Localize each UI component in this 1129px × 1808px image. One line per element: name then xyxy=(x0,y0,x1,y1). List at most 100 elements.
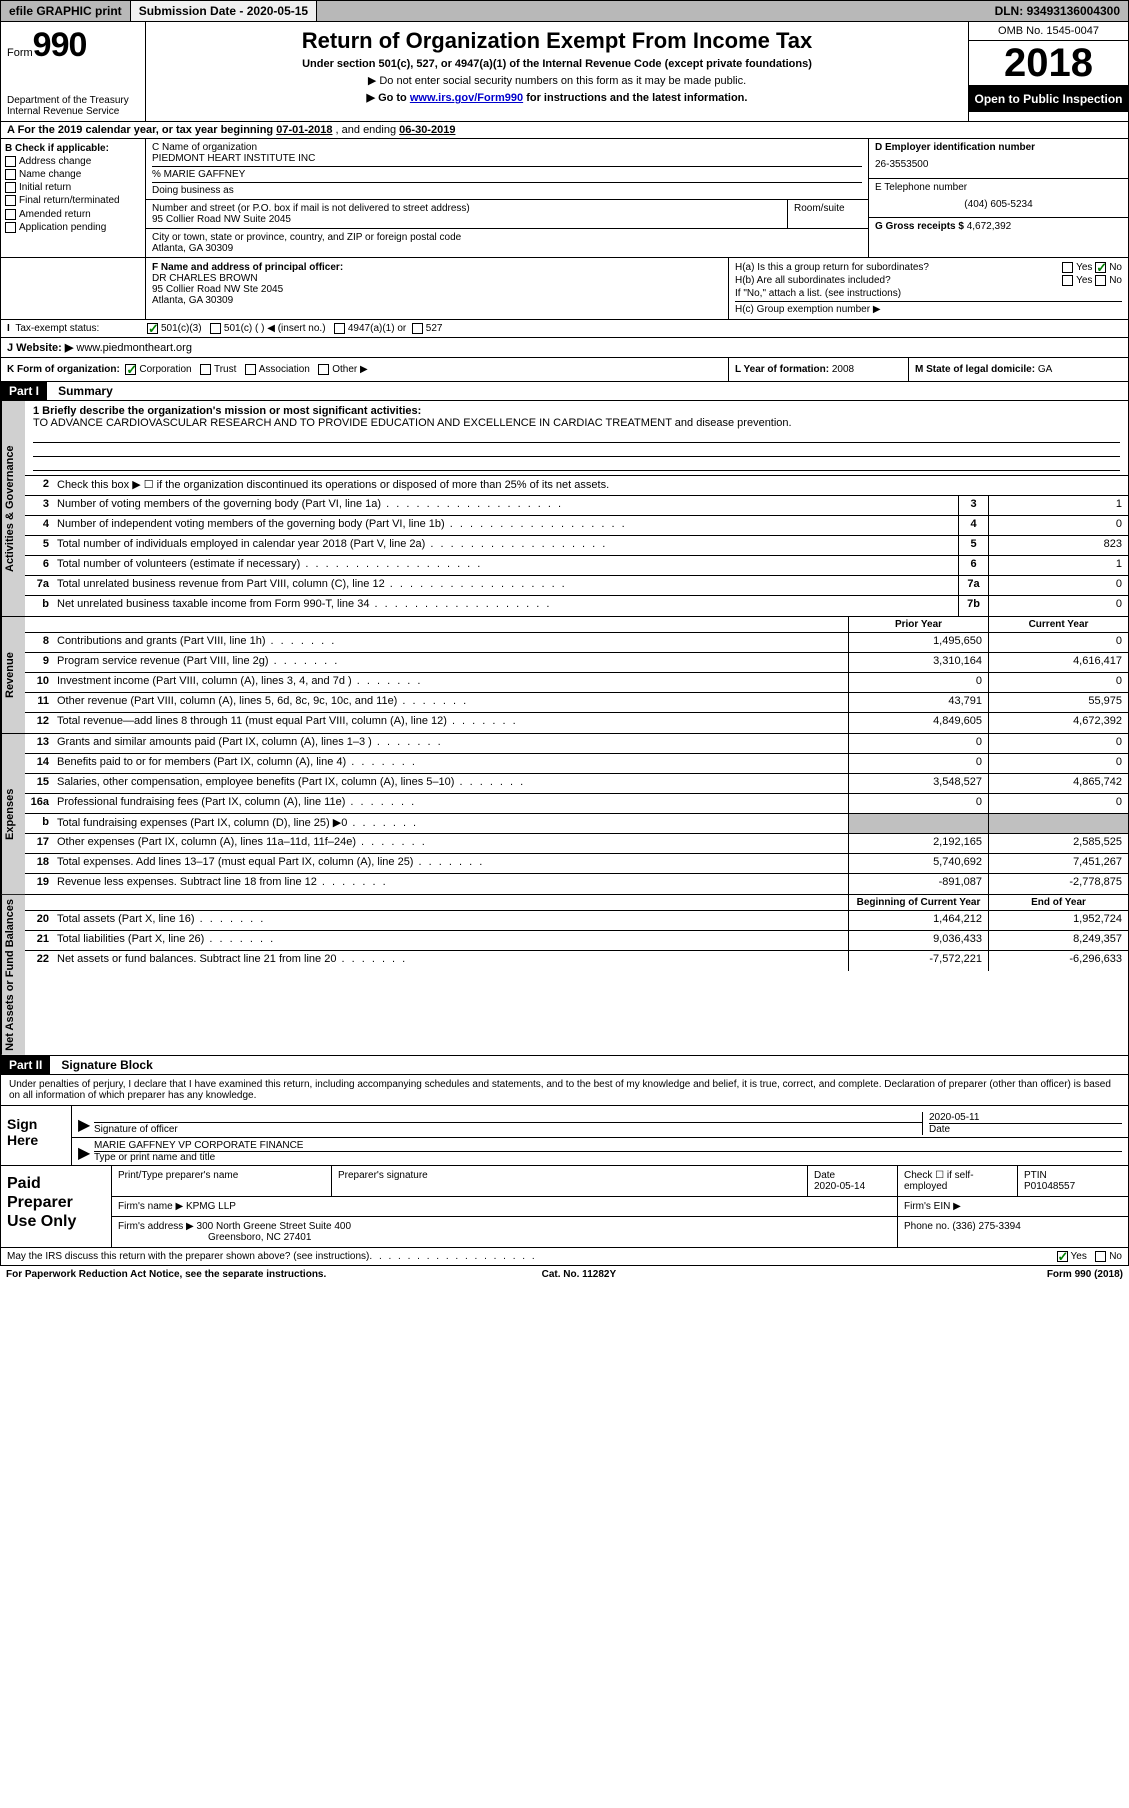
irs-link[interactable]: www.irs.gov/Form990 xyxy=(410,92,523,104)
form-title: Return of Organization Exempt From Incom… xyxy=(156,28,958,54)
chk-4947[interactable] xyxy=(334,323,345,334)
cat-no: Cat. No. 11282Y xyxy=(542,1269,616,1280)
summary-line: 9Program service revenue (Part VIII, lin… xyxy=(25,653,1128,673)
part1-header: Part I Summary xyxy=(0,382,1129,401)
revenue-section: Revenue Prior Year Current Year 8Contrib… xyxy=(0,617,1129,734)
boy-hdr: Beginning of Current Year xyxy=(848,895,988,910)
submission-date: Submission Date - 2020-05-15 xyxy=(131,1,317,21)
net-assets-section: Net Assets or Fund Balances Beginning of… xyxy=(0,895,1129,1056)
prep-date: 2020-05-14 xyxy=(814,1181,891,1192)
form-number: Form990 xyxy=(7,26,139,65)
care-of: % MARIE GAFFNEY xyxy=(152,166,862,180)
officer-group-section: F Name and address of principal officer:… xyxy=(0,258,1129,320)
prep-sig-label: Preparer's signature xyxy=(332,1166,808,1196)
mission-block: 1 Briefly describe the organization's mi… xyxy=(25,401,1128,476)
chk-address-change[interactable]: Address change xyxy=(5,156,141,167)
chk-501c3[interactable] xyxy=(147,323,158,334)
summary-line: 3Number of voting members of the governi… xyxy=(25,496,1128,516)
vtab-governance: Activities & Governance xyxy=(1,401,25,616)
omb-number: OMB No. 1545-0047 xyxy=(969,22,1128,41)
box-c: C Name of organization PIEDMONT HEART IN… xyxy=(146,139,868,257)
vtab-net-assets: Net Assets or Fund Balances xyxy=(1,895,25,1055)
chk-527[interactable] xyxy=(412,323,423,334)
org-name: PIEDMONT HEART INSTITUTE INC xyxy=(152,153,862,164)
summary-line: 11Other revenue (Part VIII, column (A), … xyxy=(25,693,1128,713)
chk-name-change[interactable]: Name change xyxy=(5,169,141,180)
self-employed[interactable]: Check ☐ if self-employed xyxy=(898,1166,1018,1196)
officer-name: DR CHARLES BROWN xyxy=(152,273,258,284)
line-2: Check this box ▶ ☐ if the organization d… xyxy=(53,476,1128,495)
website-row: J Website: ▶ www.piedmontheart.org xyxy=(0,338,1129,358)
pra-notice: For Paperwork Reduction Act Notice, see … xyxy=(6,1269,326,1280)
firm-addr2: Greensboro, NC 27401 xyxy=(208,1232,311,1243)
expenses-section: Expenses 13Grants and similar amounts pa… xyxy=(0,734,1129,895)
chk-assoc[interactable] xyxy=(245,364,256,375)
chk-final-return[interactable]: Final return/terminated xyxy=(5,195,141,206)
summary-line: 22Net assets or fund balances. Subtract … xyxy=(25,951,1128,971)
summary-line: 21Total liabilities (Part X, line 26)9,0… xyxy=(25,931,1128,951)
activities-governance: Activities & Governance 1 Briefly descri… xyxy=(0,401,1129,617)
state-domicile: GA xyxy=(1038,364,1052,375)
box-f: F Name and address of principal officer:… xyxy=(146,258,728,319)
firm-phone: (336) 275-3394 xyxy=(952,1221,1020,1232)
chk-corp[interactable] xyxy=(125,364,136,375)
header-right: OMB No. 1545-0047 2018 Open to Public In… xyxy=(968,22,1128,121)
summary-line: bNet unrelated business taxable income f… xyxy=(25,596,1128,616)
discuss-yes[interactable] xyxy=(1057,1251,1068,1262)
prep-name-label: Print/Type preparer's name xyxy=(112,1166,332,1196)
discuss-row: May the IRS discuss this return with the… xyxy=(0,1248,1129,1266)
summary-line: 7aTotal unrelated business revenue from … xyxy=(25,576,1128,596)
ha-no[interactable] xyxy=(1095,262,1106,273)
chk-app-pending[interactable]: Application pending xyxy=(5,222,141,233)
mission-text: TO ADVANCE CARDIOVASCULAR RESEARCH AND T… xyxy=(33,417,1120,429)
eoy-hdr: End of Year xyxy=(988,895,1128,910)
firm-ein-label: Firm's EIN ▶ xyxy=(898,1197,1128,1216)
top-bar: efile GRAPHIC print Submission Date - 20… xyxy=(0,0,1129,22)
part2-header: Part II Signature Block xyxy=(0,1056,1129,1075)
ha-yes[interactable] xyxy=(1062,262,1073,273)
form-ref: Form 990 (2018) xyxy=(1047,1269,1123,1280)
firm-name: KPMG LLP xyxy=(186,1201,236,1212)
summary-line: 16aProfessional fundraising fees (Part I… xyxy=(25,794,1128,814)
chk-amended[interactable]: Amended return xyxy=(5,209,141,220)
hb-no[interactable] xyxy=(1095,275,1106,286)
summary-line: 20Total assets (Part X, line 16)1,464,21… xyxy=(25,911,1128,931)
efile-label[interactable]: efile GRAPHIC print xyxy=(1,1,131,21)
city-state-zip: Atlanta, GA 30309 xyxy=(152,243,862,254)
box-h: H(a) Is this a group return for subordin… xyxy=(728,258,1128,319)
inspection-label: Open to Public Inspection xyxy=(969,86,1128,112)
chk-other[interactable] xyxy=(318,364,329,375)
summary-line: 4Number of independent voting members of… xyxy=(25,516,1128,536)
street-address: 95 Collier Road NW Suite 2045 xyxy=(152,214,781,225)
hb-yes[interactable] xyxy=(1062,275,1073,286)
dln: DLN: 93493136004300 xyxy=(987,1,1128,21)
header-left: Form990 Department of the Treasury Inter… xyxy=(1,22,146,121)
officer-signature-line[interactable]: Signature of officer xyxy=(94,1122,922,1135)
year-formation: 2008 xyxy=(832,364,854,375)
box-b: B Check if applicable: Address change Na… xyxy=(1,139,146,257)
chk-501c[interactable] xyxy=(210,323,221,334)
page-footer: For Paperwork Reduction Act Notice, see … xyxy=(0,1266,1129,1283)
firm-addr1: 300 North Greene Street Suite 400 xyxy=(197,1221,352,1232)
summary-line: 6Total number of volunteers (estimate if… xyxy=(25,556,1128,576)
paid-preparer-block: Paid Preparer Use Only Print/Type prepar… xyxy=(0,1166,1129,1248)
box-d-e-g: D Employer identification number 26-3553… xyxy=(868,139,1128,257)
prior-year-hdr: Prior Year xyxy=(848,617,988,632)
vtab-revenue: Revenue xyxy=(1,617,25,733)
tax-period: A For the 2019 calendar year, or tax yea… xyxy=(0,122,1129,139)
summary-line: bTotal fundraising expenses (Part IX, co… xyxy=(25,814,1128,834)
sign-here-block: Sign Here ▶ Signature of officer 2020-05… xyxy=(0,1106,1129,1166)
summary-line: 10Investment income (Part VIII, column (… xyxy=(25,673,1128,693)
chk-initial-return[interactable]: Initial return xyxy=(5,182,141,193)
sig-date: 2020-05-11 xyxy=(929,1112,1122,1123)
summary-line: 15Salaries, other compensation, employee… xyxy=(25,774,1128,794)
perjury-declaration: Under penalties of perjury, I declare th… xyxy=(0,1075,1129,1106)
dept-label: Department of the Treasury Internal Reve… xyxy=(7,95,139,117)
chk-trust[interactable] xyxy=(200,364,211,375)
hc-label: H(c) Group exemption number ▶ xyxy=(735,301,1122,315)
current-year-hdr: Current Year xyxy=(988,617,1128,632)
tax-exempt-status: I Tax-exempt status: 501(c)(3) 501(c) ( … xyxy=(0,320,1129,338)
room-suite-label: Room/suite xyxy=(788,200,868,228)
summary-line: 13Grants and similar amounts paid (Part … xyxy=(25,734,1128,754)
discuss-no[interactable] xyxy=(1095,1251,1106,1262)
